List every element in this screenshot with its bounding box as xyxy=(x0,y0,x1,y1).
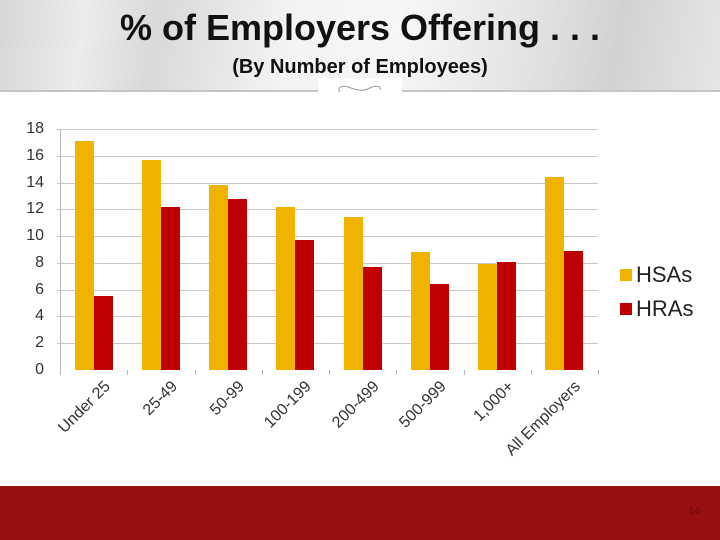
x-tick-mark xyxy=(598,370,599,375)
legend-label: HRAs xyxy=(636,296,694,321)
x-tick-mark xyxy=(396,370,397,375)
bar-hsas-3 xyxy=(276,207,295,370)
gridline xyxy=(57,316,598,317)
y-tick-label: 6 xyxy=(35,281,44,298)
bar-hras-1 xyxy=(161,207,180,370)
slide-subtitle: (By Number of Employees) xyxy=(232,56,488,78)
gridline xyxy=(57,156,598,157)
bar-hras-2 xyxy=(228,199,247,370)
gridline xyxy=(57,129,598,130)
x-tick-mark xyxy=(262,370,263,375)
chart-legend: HSAs HRAs xyxy=(620,258,693,326)
bar-hsas-5 xyxy=(411,252,430,370)
slide-footer: 14 xyxy=(0,486,720,540)
y-tick-label: 18 xyxy=(26,120,44,137)
x-tick-label: 50-99 xyxy=(206,378,248,419)
x-tick-label: 25-49 xyxy=(139,378,181,419)
legend-swatch-icon xyxy=(620,303,632,315)
x-tick-mark xyxy=(195,370,196,375)
x-tick-label: 200-499 xyxy=(329,378,383,432)
y-tick-label: 0 xyxy=(35,361,44,378)
bar-hras-0 xyxy=(94,296,113,370)
slide-title: % of Employers Offering . . . xyxy=(119,7,601,48)
legend-item-hras: HRAs xyxy=(620,292,693,326)
bar-hsas-2 xyxy=(209,185,228,370)
bar-hsas-6 xyxy=(478,264,497,370)
legend-swatch-icon xyxy=(620,269,632,281)
gridline xyxy=(57,236,598,237)
x-tick-label: Under 25 xyxy=(55,378,114,437)
swirl-ornament-icon xyxy=(318,78,402,98)
legend-item-hsas: HSAs xyxy=(620,258,693,292)
page-number: 14 xyxy=(688,506,700,517)
gridline xyxy=(57,183,598,184)
bar-chart: 0 2 4 6 8 10 12 14 16 18 Under 25 25-49 50-99 100-199… xyxy=(0,90,720,486)
x-tick-label: 100-199 xyxy=(261,378,315,432)
y-tick-label: 2 xyxy=(35,334,44,351)
x-tick-label: 1,000+ xyxy=(470,378,518,425)
y-tick-label: 8 xyxy=(35,254,44,271)
y-tick-label: 12 xyxy=(26,200,44,217)
x-tick-mark xyxy=(464,370,465,375)
bar-hras-7 xyxy=(564,251,583,370)
slide-header: % of Employers Offering . . . (By Number… xyxy=(0,0,720,92)
bar-hsas-0 xyxy=(75,141,94,370)
gridline xyxy=(57,209,598,210)
y-axis xyxy=(60,129,61,375)
y-tick-label: 10 xyxy=(26,227,44,244)
bar-hras-6 xyxy=(497,262,516,370)
x-tick-mark xyxy=(329,370,330,375)
gridline xyxy=(57,263,598,264)
bar-hsas-1 xyxy=(142,160,161,370)
bar-hras-5 xyxy=(430,284,449,370)
x-tick-mark xyxy=(127,370,128,375)
x-tick-label: 500-999 xyxy=(396,378,450,432)
gridline xyxy=(57,343,598,344)
bar-hras-3 xyxy=(295,240,314,370)
y-tick-label: 14 xyxy=(26,174,44,191)
x-tick-mark xyxy=(531,370,532,375)
bar-hsas-4 xyxy=(344,217,363,370)
legend-label: HSAs xyxy=(636,262,693,287)
y-tick-label: 16 xyxy=(26,147,44,164)
bar-hras-4 xyxy=(363,267,382,370)
y-tick-label: 4 xyxy=(35,307,44,324)
gridline xyxy=(57,290,598,291)
bar-hsas-7 xyxy=(545,177,564,370)
